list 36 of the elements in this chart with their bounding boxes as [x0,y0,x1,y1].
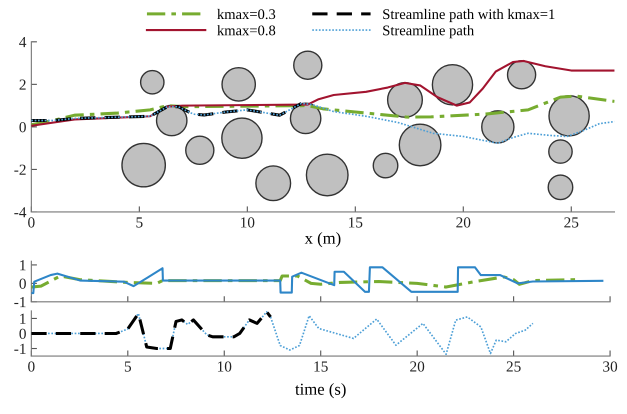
legend-label: Streamline path with kmax=1 [383,8,554,22]
y-tick-label: 2 [20,80,26,90]
x-tick-label: 25 [564,217,578,228]
y-tick-label: -4 [14,207,26,218]
legend-label: kmax=0.3 [217,8,276,20]
y-tick-label: -1 [14,344,26,354]
x-tick-label: 25 [506,361,521,372]
y-tick-label: -2 [14,164,26,175]
line-series [31,94,614,126]
y-tick-label: 1 [20,314,26,324]
y-tick-label: -1 [14,297,26,308]
x-tick-label: 30 [603,361,618,372]
x-tick-label: 15 [349,217,362,228]
x-axis-title: time (s) [295,383,346,398]
y-tick-label: 1 [20,260,26,270]
x-tick-label: 20 [410,361,424,372]
legend-label: Streamline path [383,25,474,38]
x-tick-label: 15 [314,361,328,372]
line-series [31,102,614,144]
line-series [31,60,614,127]
x-tick-label: 10 [241,217,254,228]
x-tick-label: 5 [136,217,143,228]
x-tick-label: 5 [124,362,132,372]
line-series [31,266,604,294]
x-tick-label: 20 [456,217,470,228]
y-tick-label: 4 [19,37,26,48]
y-tick-label: 0 [19,328,26,339]
line-series [31,274,577,289]
x-axis-title: x (m) [304,232,340,248]
x-tick-label: 0 [28,361,35,372]
x-tick-label: 10 [218,361,232,372]
legend-label: kmax=0.8 [217,25,276,36]
x-tick-label: 0 [28,217,35,228]
y-tick-label: 0 [19,122,26,132]
line-series [31,310,272,350]
y-tick-label: 0 [19,278,26,289]
